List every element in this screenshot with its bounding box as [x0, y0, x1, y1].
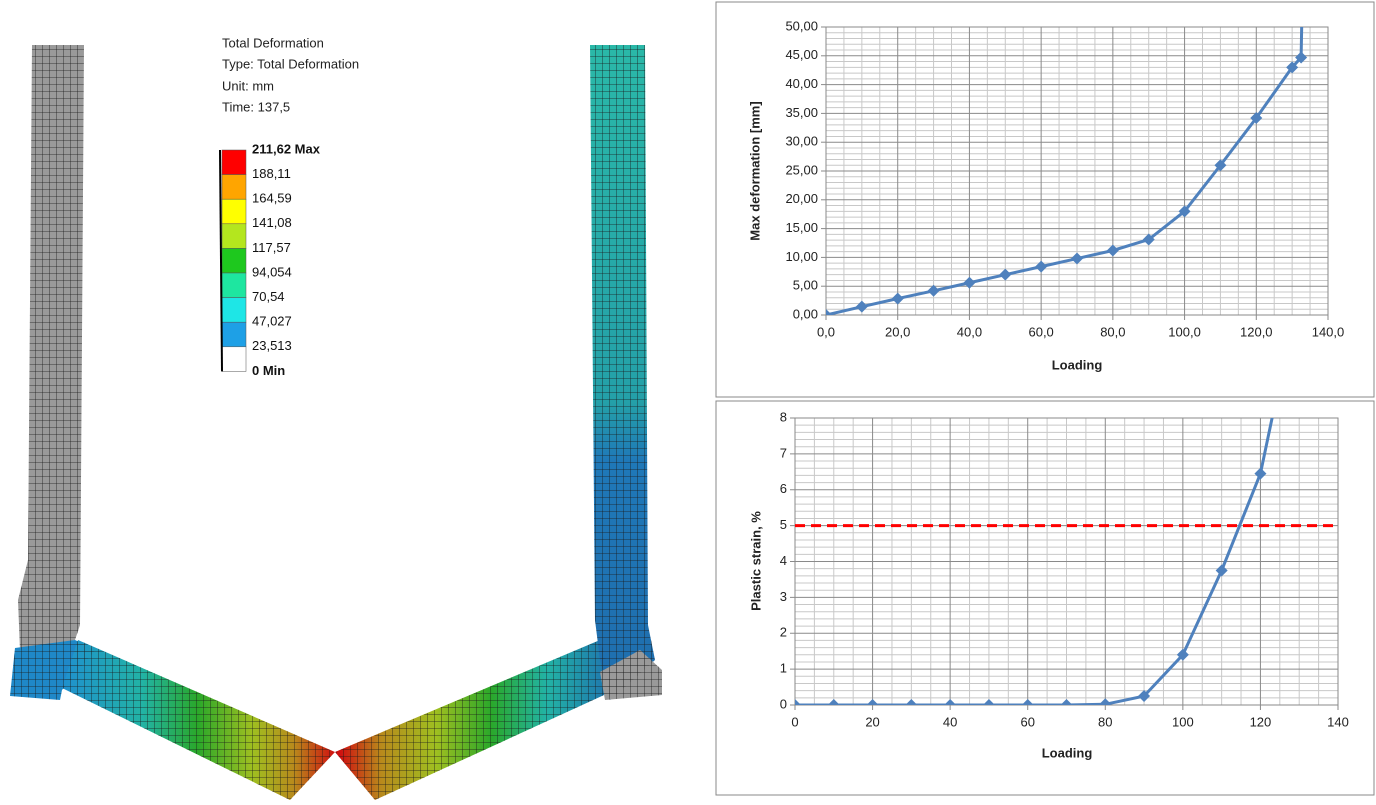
- data-marker: [892, 293, 904, 305]
- legend-bar: [220, 150, 222, 371]
- legend-swatch: [222, 175, 246, 200]
- x-tick-label: 80,0: [1100, 324, 1125, 339]
- x-tick-label: 60: [1020, 714, 1034, 729]
- y-tick-label: 50,00: [785, 18, 818, 33]
- fea-type: Type: Total Deformation: [222, 56, 359, 71]
- legend-swatch: [222, 150, 246, 175]
- y-tick-label: 45,00: [785, 47, 818, 62]
- legend-label: 211,62 Max: [252, 141, 321, 156]
- plot-content: [820, 0, 1325, 321]
- data-marker: [905, 699, 917, 711]
- legend-label: 141,08: [252, 215, 292, 230]
- legend-swatch: [222, 322, 246, 347]
- legend-swatch: [222, 273, 246, 298]
- y-tick-label: 15,00: [785, 220, 818, 235]
- x-tick-label: 140: [1327, 714, 1349, 729]
- y-tick-label: 20,00: [785, 191, 818, 206]
- chart: 0,0 20,0 40,0 60,0 80,0 100,0 120,0 140,0 0,00 5,…: [747, 0, 1344, 372]
- legend-label: 0 Min: [252, 363, 285, 378]
- x-tick-label: 0: [791, 714, 798, 729]
- y-tick-label: 25,00: [785, 162, 818, 177]
- y-tick-label: 0,00: [793, 306, 818, 321]
- fea-title: Total Deformation: [222, 35, 324, 50]
- data-marker: [1293, 283, 1305, 295]
- y-tick-label: 30,00: [785, 134, 818, 149]
- x-tick-label: 60,0: [1028, 324, 1053, 339]
- fea-legend: 211,62 Max 188,11 164,59 141,08 117,57 94,054…: [220, 141, 321, 377]
- fea-unit: Unit: mm: [222, 78, 274, 93]
- legend-swatch: [222, 199, 246, 224]
- page: {"fea_plot": { "title": "Total Deformati…: [0, 0, 1376, 800]
- y-tick-label: 10,00: [785, 249, 818, 264]
- data-marker: [963, 277, 975, 289]
- fea-model: [10, 45, 662, 800]
- x-tick-label: 100,0: [1168, 324, 1201, 339]
- x-axis-title: Loading: [1052, 357, 1103, 372]
- legend-swatch: [222, 224, 246, 249]
- legend-swatch: [222, 298, 246, 323]
- legend-swatch: [222, 248, 246, 273]
- x-tick-label: 120,0: [1240, 324, 1273, 339]
- legend-swatch: [222, 347, 246, 372]
- y-tick-label: 6: [780, 481, 787, 496]
- y-tick-label: 8: [780, 409, 787, 424]
- figure: Total Deformation Type: Total Deformatio…: [0, 0, 1376, 800]
- x-tick-label: 20: [865, 714, 879, 729]
- x-tick-label: 40: [943, 714, 957, 729]
- x-tick-label: 100: [1172, 714, 1194, 729]
- x-tick-label: 140,0: [1312, 324, 1345, 339]
- x-axis-title: Loading: [1042, 745, 1093, 760]
- y-tick-label: 35,00: [785, 105, 818, 120]
- y-tick-label: 1: [780, 661, 787, 676]
- legend-label: 23,513: [252, 338, 292, 353]
- y-axis-title: Max deformation [mm]: [747, 101, 762, 240]
- data-marker: [1035, 261, 1047, 273]
- data-line: [826, 0, 1319, 315]
- legend-label: 188,11: [252, 166, 291, 181]
- y-tick-label: 7: [780, 445, 787, 460]
- fea-info: Total Deformation Type: Total Deformatio…: [222, 35, 359, 114]
- y-tick-label: 0: [780, 696, 787, 711]
- data-marker: [1216, 564, 1228, 576]
- y-tick-label: 40,00: [785, 76, 818, 91]
- y-tick-label: 5,00: [793, 278, 818, 293]
- y-tick-label: 3: [780, 589, 787, 604]
- y-axis-title: Plastic strain, %: [748, 511, 763, 611]
- data-marker: [856, 301, 868, 313]
- legend-label: 94,054: [252, 264, 292, 279]
- x-tick-label: 20,0: [885, 324, 910, 339]
- data-marker: [828, 699, 840, 711]
- x-tick-label: 80: [1098, 714, 1112, 729]
- data-marker: [1061, 699, 1073, 711]
- y-tick-label: 2: [780, 625, 787, 640]
- mesh-overlay: [10, 45, 662, 800]
- data-marker: [983, 699, 995, 711]
- legend-label: 164,59: [252, 191, 292, 206]
- legend-label: 117,57: [252, 240, 291, 255]
- y-tick-label: 4: [780, 553, 787, 568]
- fea-time: Time: 137,5: [222, 99, 290, 114]
- legend-label: 70,54: [252, 289, 285, 304]
- x-tick-label: 40,0: [957, 324, 982, 339]
- data-marker: [1254, 468, 1266, 480]
- chart: 0 20 40 60 80 100 120 140 0 1 2 3 4 5 6 7 8 Loading Plasti…: [748, 283, 1348, 761]
- data-marker: [999, 269, 1011, 281]
- x-tick-label: 0,0: [817, 324, 835, 339]
- x-tick-label: 120: [1250, 714, 1272, 729]
- y-tick-label: 5: [780, 517, 787, 532]
- legend-label: 47,027: [252, 314, 292, 329]
